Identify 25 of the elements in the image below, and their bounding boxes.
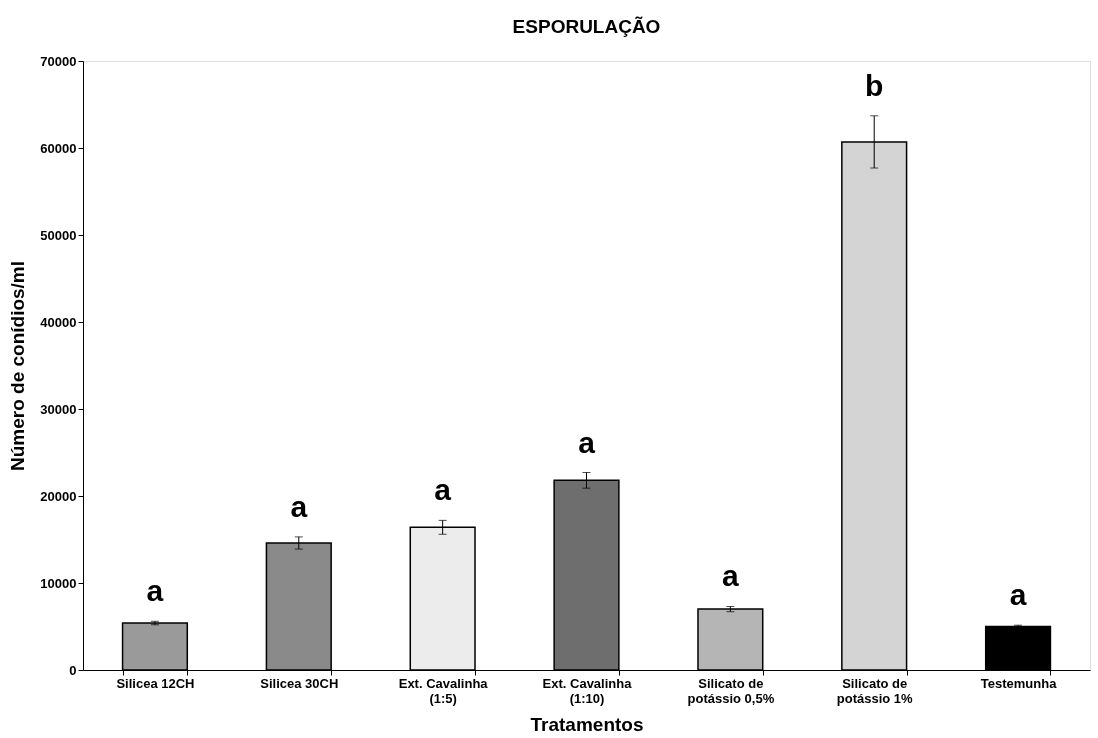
y-tick-label: 50000 (40, 227, 77, 243)
y-tick-label: 20000 (40, 488, 77, 504)
annotation: a (290, 489, 308, 523)
annotation: a (1009, 578, 1027, 612)
x-tick-label: Ext. Cavalinha (1:5) (398, 675, 489, 706)
x-tick-label: Ext. Cavalinha (1:10) (542, 675, 633, 706)
y-tick-label: 40000 (40, 314, 77, 330)
y-tick-label: 60000 (40, 140, 77, 156)
annotation: a (146, 574, 164, 608)
y-tick-label: 30000 (40, 401, 77, 417)
y-tick-label: 10000 (40, 575, 77, 591)
y-axis-title: Número de conídios/ml (7, 260, 29, 472)
x-tick-label: Silicea 12CH (116, 675, 195, 691)
x-tick-label: Testemunha (980, 675, 1058, 691)
y-tick-label: 0 (69, 662, 77, 678)
annotation: a (722, 559, 740, 593)
chart-title: ESPORULAÇÃO (512, 16, 661, 37)
y-tick-label: 70000 (40, 53, 77, 69)
x-tick-label: Silicea 30CH (260, 675, 339, 691)
x-tick-label: Silicato de potássio 0,5% (687, 675, 775, 706)
annotation: a (578, 425, 596, 459)
annotation: b (865, 68, 884, 102)
x-tick-label: Silicato de potássio 1% (836, 675, 914, 706)
annotation: a (434, 473, 452, 507)
x-axis-title: Tratamentos (530, 713, 644, 735)
